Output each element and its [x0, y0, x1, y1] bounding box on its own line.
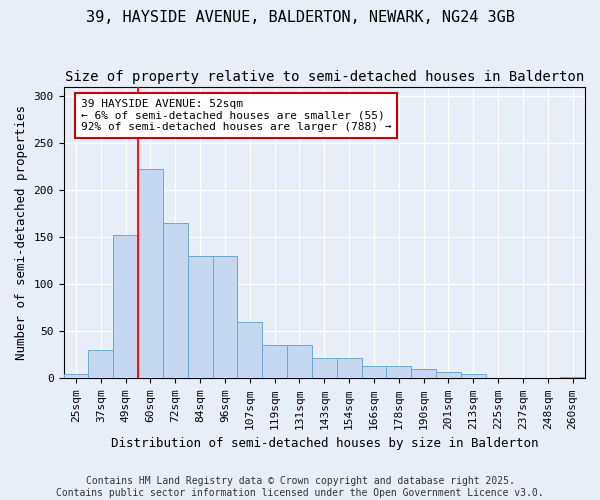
Text: Contains HM Land Registry data © Crown copyright and database right 2025.
Contai: Contains HM Land Registry data © Crown c…: [56, 476, 544, 498]
Bar: [312, 358, 337, 378]
Y-axis label: Number of semi-detached properties: Number of semi-detached properties: [15, 105, 28, 360]
Bar: [262, 346, 287, 378]
Title: Size of property relative to semi-detached houses in Balderton: Size of property relative to semi-detach…: [65, 70, 584, 84]
X-axis label: Distribution of semi-detached houses by size in Balderton: Distribution of semi-detached houses by …: [110, 437, 538, 450]
Bar: [238, 322, 262, 378]
Bar: [88, 350, 113, 378]
Bar: [287, 346, 312, 378]
Bar: [188, 256, 212, 378]
Bar: [436, 372, 461, 378]
Bar: [560, 376, 585, 378]
Bar: [386, 366, 411, 378]
Bar: [362, 366, 386, 378]
Text: 39 HAYSIDE AVENUE: 52sqm
← 6% of semi-detached houses are smaller (55)
92% of se: 39 HAYSIDE AVENUE: 52sqm ← 6% of semi-de…: [81, 99, 391, 132]
Bar: [461, 374, 485, 378]
Bar: [64, 374, 88, 378]
Bar: [163, 223, 188, 378]
Bar: [113, 236, 138, 378]
Bar: [138, 170, 163, 378]
Text: 39, HAYSIDE AVENUE, BALDERTON, NEWARK, NG24 3GB: 39, HAYSIDE AVENUE, BALDERTON, NEWARK, N…: [86, 10, 514, 25]
Bar: [337, 358, 362, 378]
Bar: [212, 256, 238, 378]
Bar: [411, 369, 436, 378]
